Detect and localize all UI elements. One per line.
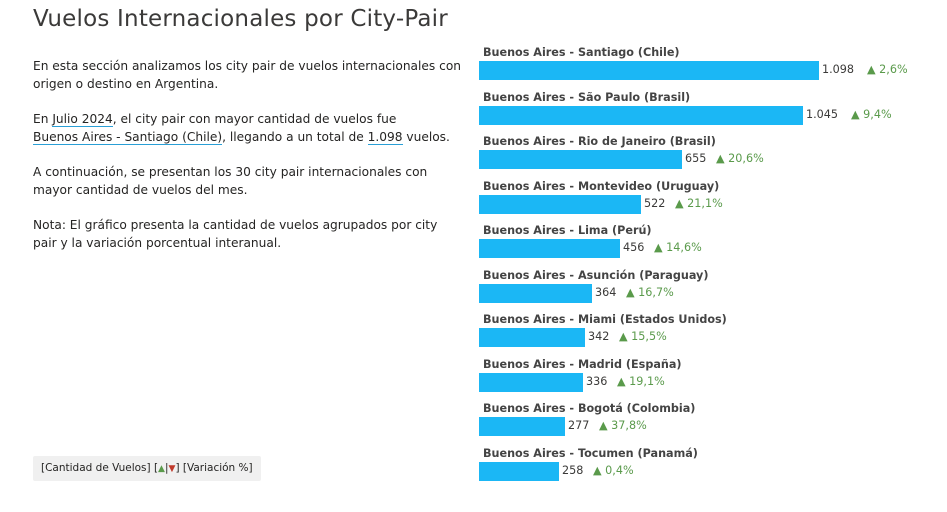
bar[interactable]	[479, 105, 803, 125]
intro-p2-post: vuelos.	[402, 130, 450, 144]
bar-variation-label: ▲ 20,6%	[716, 152, 764, 165]
intro-paragraph-3: A continuación, se presentan los 30 city…	[33, 165, 428, 197]
legend-part2: ] [Variación %]	[175, 462, 253, 474]
bar[interactable]	[479, 372, 583, 392]
highlight-city-pair: Buenos Aires - Santiago (Chile)	[33, 130, 223, 145]
bar[interactable]	[479, 61, 819, 80]
bar-variation-label: ▲ 0,4%	[593, 463, 634, 477]
intro-text: En esta sección analizamos los city pair…	[33, 57, 463, 269]
bar[interactable]	[479, 417, 565, 436]
bar-value-label: 1.098	[822, 63, 855, 76]
bar-category-label: Buenos Aires - Lima (Perú)	[483, 224, 652, 237]
intro-p2-mid2: , llegando a un total de	[222, 130, 368, 144]
bar-value-label: 342	[588, 330, 610, 343]
bar-category-label: Buenos Aires - Rio de Janeiro (Brasil)	[483, 135, 716, 148]
legend-part1: [Cantidad de Vuelos] [	[41, 462, 159, 474]
bar-value-label: 364	[595, 285, 617, 299]
bar-category-label: Buenos Aires - Montevideo (Uruguay)	[483, 179, 720, 193]
highlight-total: 1.098	[367, 130, 403, 145]
bar[interactable]	[479, 239, 620, 258]
bar-category-label: Buenos Aires - Tocumen (Panamá)	[483, 446, 698, 460]
intro-paragraph-1: En esta sección analizamos los city pair…	[33, 59, 462, 91]
bar[interactable]	[479, 328, 585, 347]
bar[interactable]	[479, 461, 559, 481]
bar-category-label: Buenos Aires - Bogotá (Colombia)	[483, 402, 696, 415]
intro-p2-pre: En	[33, 112, 53, 126]
legend-up-icon: ▲	[158, 464, 165, 474]
bar-variation-label: ▲ 16,7%	[626, 285, 674, 299]
bar-variation-label: ▲ 21,1%	[675, 196, 723, 210]
bar-value-label: 277	[568, 419, 590, 432]
bar-variation-label: ▲ 15,5%	[619, 330, 667, 343]
bar-value-label: 258	[562, 463, 584, 477]
intro-p2-mid: , el city pair con mayor cantidad de vue…	[112, 112, 397, 126]
bar-category-label: Buenos Aires - Santiago (Chile)	[483, 46, 680, 59]
bar-value-label: 1.045	[806, 107, 839, 121]
bar-category-label: Buenos Aires - Miami (Estados Unidos)	[483, 313, 727, 326]
legend-key: [Cantidad de Vuelos] [▲|▼] [Variación %]	[33, 456, 261, 481]
bar[interactable]	[479, 194, 641, 214]
bar-value-label: 456	[623, 241, 645, 254]
bar-category-label: Buenos Aires - Asunción (Paraguay)	[483, 268, 709, 282]
intro-paragraph-4: Nota: El gráfico presenta la cantidad de…	[33, 218, 438, 250]
bar-category-label: Buenos Aires - Madrid (España)	[483, 357, 682, 371]
bar[interactable]	[479, 150, 682, 169]
page-title: Vuelos Internacionales por City-Pair	[33, 6, 448, 32]
bar[interactable]	[479, 283, 592, 303]
legend-sep: |	[164, 462, 169, 474]
bar-value-label: 336	[586, 374, 608, 388]
bar-value-label: 522	[644, 196, 666, 210]
intro-paragraph-2: En Julio 2024, el city pair con mayor ca…	[33, 110, 463, 146]
legend-down-icon: ▼	[168, 464, 176, 474]
bar-variation-label: ▲ 19,1%	[617, 374, 665, 388]
bar-value-label: 655	[685, 152, 707, 165]
bar-variation-label: ▲ 9,4%	[851, 107, 892, 121]
bar-category-label: Buenos Aires - São Paulo (Brasil)	[483, 90, 691, 104]
highlight-month: Julio 2024	[52, 112, 113, 127]
bar-variation-label: ▲ 2,6%	[867, 63, 908, 76]
bar-variation-label: ▲ 14,6%	[654, 241, 702, 254]
bar-variation-label: ▲ 37,8%	[599, 419, 647, 432]
